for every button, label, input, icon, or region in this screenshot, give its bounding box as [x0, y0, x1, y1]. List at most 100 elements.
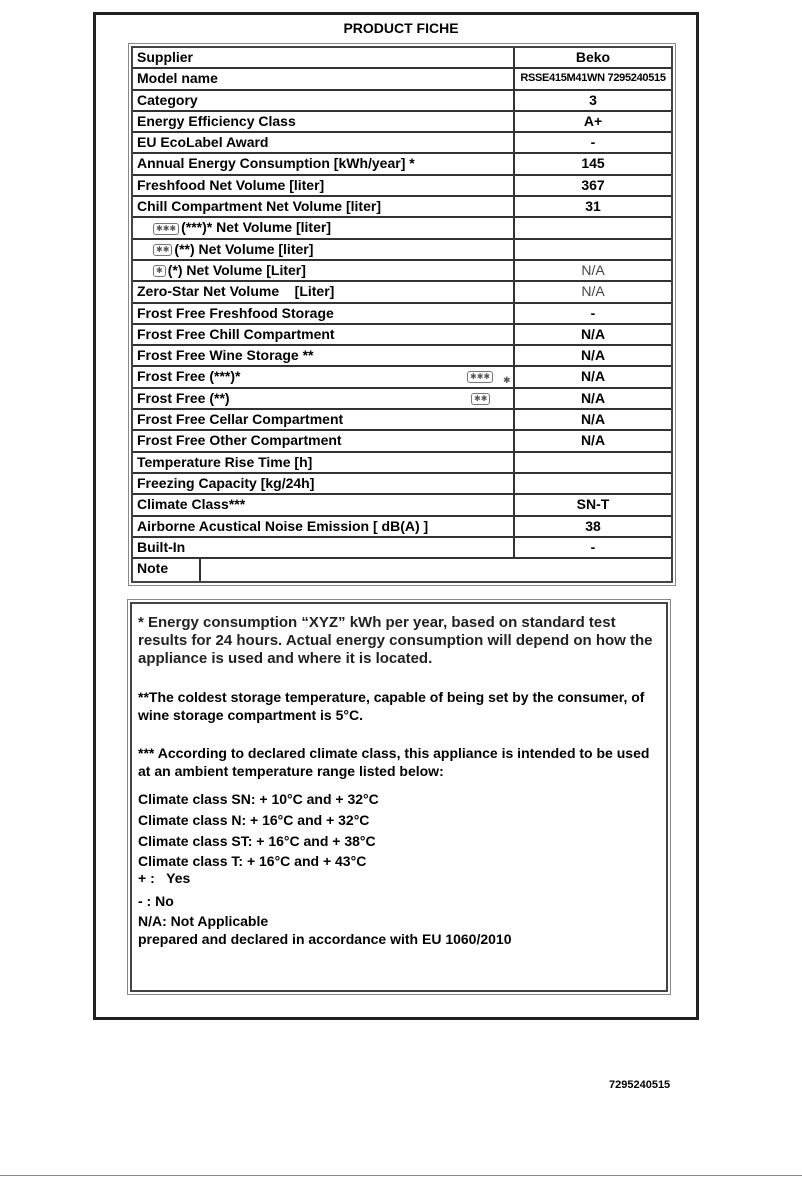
row-label-cell: ✱✱ (**) Net Volume [liter] — [133, 239, 515, 259]
footer-code: 7295240515 — [609, 1079, 671, 1091]
row-label: Frost Free Wine Storage ** — [133, 346, 515, 366]
table-row: ✱✱ (**) Net Volume [liter] — [133, 239, 671, 261]
table-row: Frost Free Other Compartment N/A — [133, 431, 671, 453]
note-value — [201, 559, 671, 581]
row-value: - — [590, 538, 596, 555]
row-label: Frost Free (**) — [137, 389, 230, 406]
row-value: 38 — [585, 517, 601, 534]
table-row: Frost Free (***)* ✱✱✱ ✱ N/A — [133, 367, 671, 389]
row-label: Category — [133, 90, 515, 110]
note-row: Note — [133, 559, 671, 582]
row-value: 3 — [589, 91, 597, 108]
product-table: Supplier Beko Model name RSSE415M41WN 7295… — [128, 42, 676, 587]
row-value: Beko — [575, 49, 611, 65]
row-label-cell: ✱ (*) Net Volume [Liter] — [133, 260, 515, 281]
energy-note: * Energy consumption “XYZ” kWh per year,… — [138, 614, 653, 667]
row-label: Built-In — [133, 537, 515, 558]
climate-note: *** According to declared climate class,… — [138, 745, 650, 779]
row-value: 367 — [581, 176, 605, 193]
climate-n: Climate class N: + 16°C and + 32°C — [138, 812, 370, 828]
table-row: Annual Energy Consumption [kWh/year] * 14… — [133, 154, 671, 176]
legend-na: N/A: Not Applicable — [138, 913, 269, 929]
two-star-freezer-icon: ✱✱ — [471, 392, 491, 405]
row-value — [515, 240, 671, 259]
row-label: Freezing Capacity [kg/24h] — [133, 473, 515, 494]
row-value: 31 — [585, 198, 601, 215]
row-value: A+ — [583, 112, 603, 129]
row-value: N/A — [580, 389, 606, 406]
table-row: ✱✱✱ (***)* Net Volume [liter] — [133, 218, 671, 240]
notes-box: * Energy consumption “XYZ” kWh per year,… — [127, 599, 671, 995]
row-value: N/A — [581, 283, 605, 300]
row-label: Model name — [133, 69, 515, 89]
row-label: Energy Efficiency Class — [133, 111, 515, 132]
row-value — [515, 218, 671, 237]
row-label: Climate Class*** — [133, 495, 515, 515]
row-label: Airborne Acustical Noise Emission [ dB(A… — [133, 516, 515, 536]
row-label: Frost Free Other Compartment — [133, 431, 515, 451]
row-value: 145 — [581, 155, 605, 172]
row-label: Freshfood Net Volume [liter] — [133, 175, 515, 196]
row-value: N/A — [580, 432, 606, 449]
table-row: Frost Free Freshfood Storage - — [133, 303, 671, 325]
table-row: Frost Free Cellar Compartment N/A — [133, 410, 671, 432]
legend-yes: + : Yes — [138, 870, 191, 886]
row-label: Supplier — [133, 48, 515, 68]
table-row: Airborne Acustical Noise Emission [ dB(A… — [133, 516, 671, 538]
row-label: Temperature Rise Time [h] — [133, 452, 515, 472]
table-row: Climate Class*** SN-T — [133, 495, 671, 517]
table-row: Model name RSSE415M41WN 7295240515 — [133, 69, 671, 91]
row-value: N/A — [580, 325, 606, 342]
table-row: Energy Efficiency Class A+ — [133, 111, 671, 134]
table-row: Freshfood Net Volume [liter] 367 — [133, 175, 671, 198]
climate-st: Climate class ST: + 16°C and + 38°C — [138, 833, 376, 849]
row-label: Chill Compartment Net Volume [liter] — [133, 197, 515, 217]
row-label: Annual Energy Consumption [kWh/year] * — [133, 154, 515, 174]
table-row: Frost Free Wine Storage ** N/A — [133, 346, 671, 368]
row-label: EU EcoLabel Award — [133, 133, 515, 153]
row-label: Zero-Star Net Volume [Liter] — [133, 282, 515, 302]
row-value: N/A — [580, 347, 606, 364]
two-star-freezer-icon: ✱✱ — [153, 243, 173, 256]
page-edge — [0, 1175, 802, 1176]
row-label: (*) Net Volume [Liter] — [167, 261, 306, 278]
fiche-frame — [93, 12, 699, 1020]
note-label: Note — [133, 559, 201, 582]
row-value — [515, 453, 671, 472]
row-value: - — [590, 304, 596, 321]
row-value: - — [590, 134, 596, 151]
row-value: N/A — [581, 261, 605, 278]
row-label: Frost Free Chill Compartment — [133, 324, 515, 345]
row-label: Frost Free Freshfood Storage — [133, 303, 515, 323]
table-row: EU EcoLabel Award - — [133, 133, 671, 155]
table-row: Zero-Star Net Volume [Liter] N/A — [133, 282, 671, 304]
row-value — [515, 474, 671, 493]
row-value: RSSE415M41WN 7295240515 — [520, 72, 666, 85]
table-row: Freezing Capacity [kg/24h] — [133, 473, 671, 496]
three-star-freezer-icon: ✱✱✱ — [153, 222, 180, 235]
climate-t: Climate class T: + 16°C and + 43°C — [138, 853, 367, 869]
table-row: Chill Compartment Net Volume [liter] 31 — [133, 197, 671, 219]
table-row: Temperature Rise Time [h] — [133, 452, 671, 474]
page-title: PRODUCT FICHE — [343, 20, 459, 36]
one-star-freezer-icon: ✱ — [153, 265, 166, 278]
table-row: Frost Free Chill Compartment N/A — [133, 324, 671, 347]
table-row: Supplier Beko — [133, 48, 671, 70]
climate-sn: Climate class SN: + 10°C and + 32°C — [138, 791, 379, 807]
row-value: N/A — [580, 368, 606, 385]
four-star-tail-icon: ✱ — [503, 375, 511, 386]
row-label-cell: Frost Free (**) ✱✱ — [133, 388, 515, 409]
row-value: N/A — [580, 411, 606, 428]
row-label: Frost Free (***)* — [137, 368, 241, 385]
table-row: ✱ (*) Net Volume [Liter] N/A — [133, 260, 671, 283]
row-label: Frost Free Cellar Compartment — [133, 410, 515, 430]
row-value: SN-T — [576, 496, 610, 513]
table-row: Category 3 — [133, 90, 671, 112]
legend-no: - : No — [138, 893, 174, 909]
row-label: (**) Net Volume [liter] — [174, 240, 314, 257]
three-star-freezer-icon: ✱✱✱ — [467, 371, 494, 384]
row-label-cell: Frost Free (***)* ✱✱✱ ✱ — [133, 367, 515, 387]
table-row: Frost Free (**) ✱✱ N/A — [133, 388, 671, 411]
row-label-cell: ✱✱✱ (***)* Net Volume [liter] — [133, 218, 515, 238]
declaration: prepared and declared in accordance with… — [138, 931, 512, 947]
